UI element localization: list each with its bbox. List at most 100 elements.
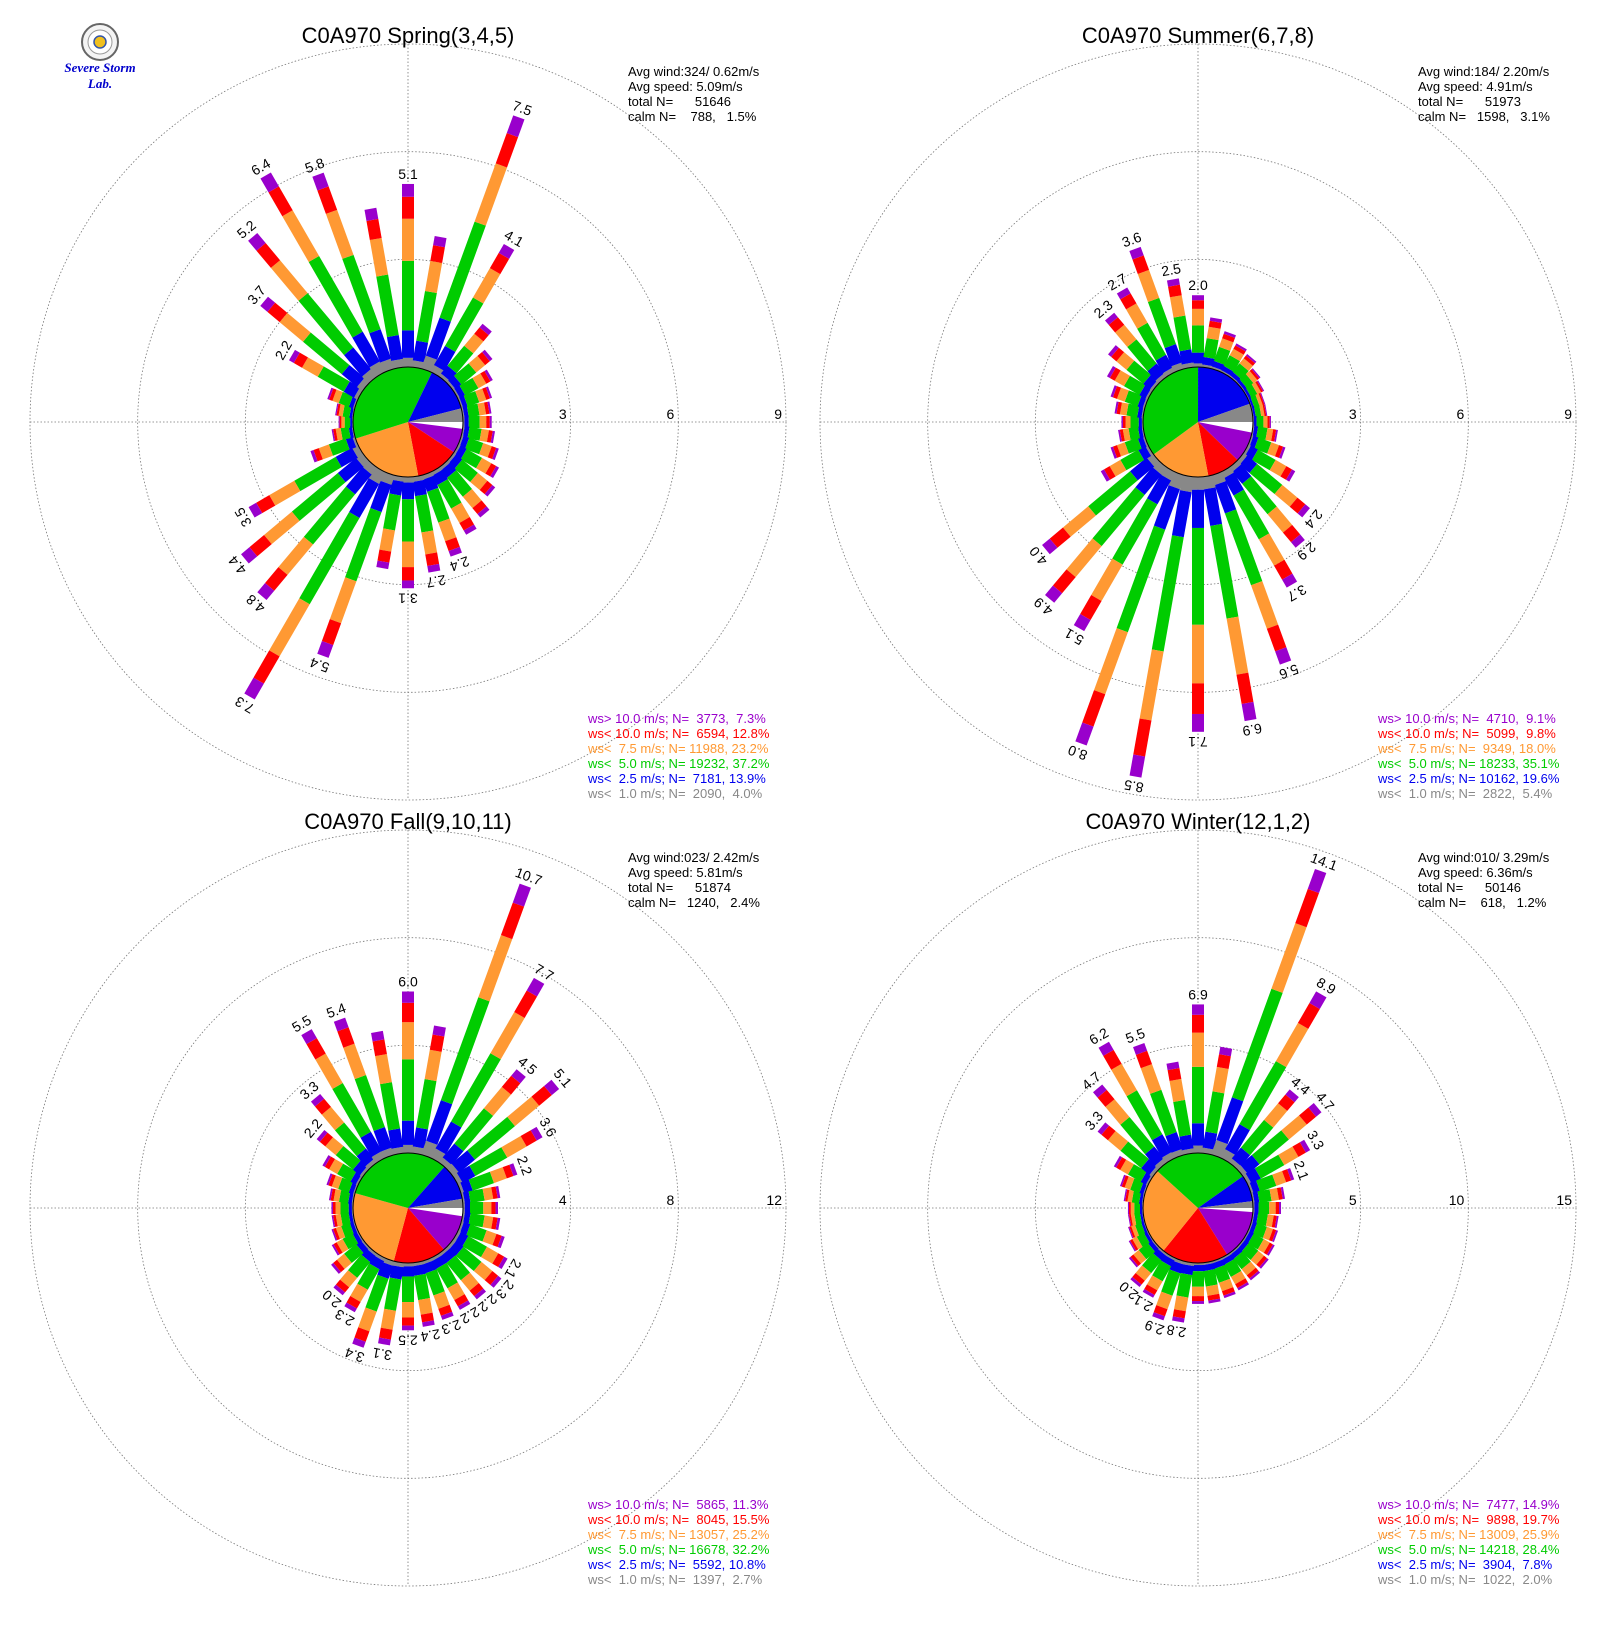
bar-segment — [402, 1317, 414, 1326]
bar-segment — [462, 1235, 488, 1258]
bar-segment — [482, 349, 493, 362]
bar-segment — [1192, 352, 1204, 364]
ring-label: 5 — [1349, 1192, 1357, 1208]
bar-segment — [1211, 360, 1226, 371]
bar-segment — [335, 1145, 361, 1170]
bar-segment — [265, 567, 288, 591]
bar-segment — [1124, 437, 1142, 454]
bar-segment — [484, 484, 496, 497]
bar-segment — [356, 1148, 375, 1167]
bar-dir-230 — [1042, 452, 1160, 555]
bar-segment — [1129, 246, 1144, 260]
bar-segment — [1282, 573, 1298, 588]
bar-segment — [1251, 406, 1257, 419]
bar-segment — [1171, 490, 1192, 538]
bar-label: 2.7 — [425, 572, 447, 591]
bar-segment — [335, 427, 343, 441]
legend-entry: ws< 2.5 m/s; N= 10162, 19.6% — [1377, 771, 1560, 786]
bar-dir-10 — [1201, 1046, 1233, 1155]
bar-segment — [489, 1167, 507, 1184]
bar-dir-190 — [1172, 1261, 1195, 1323]
bar-segment — [531, 1085, 552, 1106]
bar-segment — [1173, 315, 1192, 352]
bar-segment — [349, 477, 380, 519]
bar-segment — [1149, 1165, 1160, 1178]
bar-segment — [1276, 1187, 1283, 1200]
bar-segment — [472, 268, 501, 304]
bar-segment — [1192, 1296, 1204, 1302]
bar-segment — [1192, 1066, 1204, 1124]
bar-segment — [337, 1163, 357, 1182]
bar-label: 3.1 — [398, 590, 418, 606]
bar-segment — [402, 541, 414, 568]
bar-segment — [1130, 416, 1139, 428]
bar-segment — [474, 1288, 487, 1300]
bar-segment — [358, 1307, 377, 1332]
bar-label: 2.5 — [398, 1332, 418, 1348]
bar-segment — [342, 254, 381, 334]
bar-segment — [303, 332, 350, 375]
bar-segment — [479, 323, 492, 336]
bar-segment — [1278, 1146, 1299, 1166]
pie-slice — [408, 422, 463, 429]
bar-segment — [1297, 504, 1310, 518]
bar-segment — [462, 1211, 471, 1225]
bar-dir-300 — [1106, 365, 1154, 400]
bar-segment — [452, 444, 461, 456]
bar-segment — [333, 1284, 346, 1296]
bar-label: 7.5 — [510, 97, 534, 119]
bar-dir-0 — [1192, 295, 1204, 367]
bar-segment — [469, 1202, 484, 1214]
bar-segment — [1094, 628, 1128, 695]
bar-segment — [447, 1282, 465, 1301]
bar-segment — [451, 1150, 476, 1173]
bar-dir-110 — [1247, 435, 1286, 459]
stats-line: Avg speed: 4.91m/s — [1418, 79, 1533, 94]
bar-dir-170 — [1201, 475, 1257, 722]
bar-segment — [1269, 1187, 1279, 1202]
bar-dir-60 — [452, 369, 493, 400]
bar-segment — [1203, 487, 1223, 526]
bar-segment — [430, 245, 445, 263]
bar-segment — [484, 1270, 499, 1285]
bar-segment — [1042, 538, 1058, 555]
bar-segment — [467, 426, 482, 441]
bar-segment — [424, 1049, 442, 1082]
bar-segment — [391, 1146, 405, 1155]
bar-segment — [282, 210, 320, 262]
bar-segment — [322, 1155, 331, 1167]
bar-segment — [1239, 358, 1253, 371]
bar-segment — [329, 577, 357, 624]
bar-segment — [1287, 1168, 1295, 1181]
bar-segment — [1192, 1271, 1204, 1287]
bar-segment — [402, 567, 414, 581]
bar-segment — [248, 502, 263, 518]
bar-segment — [331, 1175, 343, 1189]
bar-segment — [1250, 1250, 1265, 1265]
bar-dir-110 — [1247, 1221, 1279, 1243]
bar-segment — [520, 1130, 537, 1147]
bar-segment — [447, 470, 473, 497]
bar-segment — [1203, 338, 1219, 359]
pie-slice — [1198, 422, 1252, 461]
bar-segment — [412, 1127, 428, 1149]
bar-segment — [1274, 559, 1293, 580]
bar-segment — [378, 1337, 391, 1346]
bar-segment — [1219, 1046, 1233, 1057]
bar-segment — [1128, 1213, 1133, 1226]
bar-segment — [411, 360, 425, 369]
bar-segment — [412, 1264, 426, 1276]
bar-segment — [1251, 1130, 1289, 1165]
bar-segment — [453, 363, 477, 385]
bar-segment — [384, 1277, 402, 1311]
bar-segment — [1126, 303, 1148, 329]
bar-segment — [421, 530, 438, 555]
bar-segment — [1098, 1041, 1114, 1056]
bar-segment — [1272, 1171, 1287, 1186]
bar-segment — [335, 1225, 346, 1240]
bar-dir-30 — [1220, 991, 1327, 1164]
bar-dir-340 — [1133, 1042, 1185, 1159]
bar-segment — [501, 1075, 521, 1095]
bar-segment — [1281, 1115, 1307, 1140]
bar-dir-20 — [421, 115, 525, 373]
